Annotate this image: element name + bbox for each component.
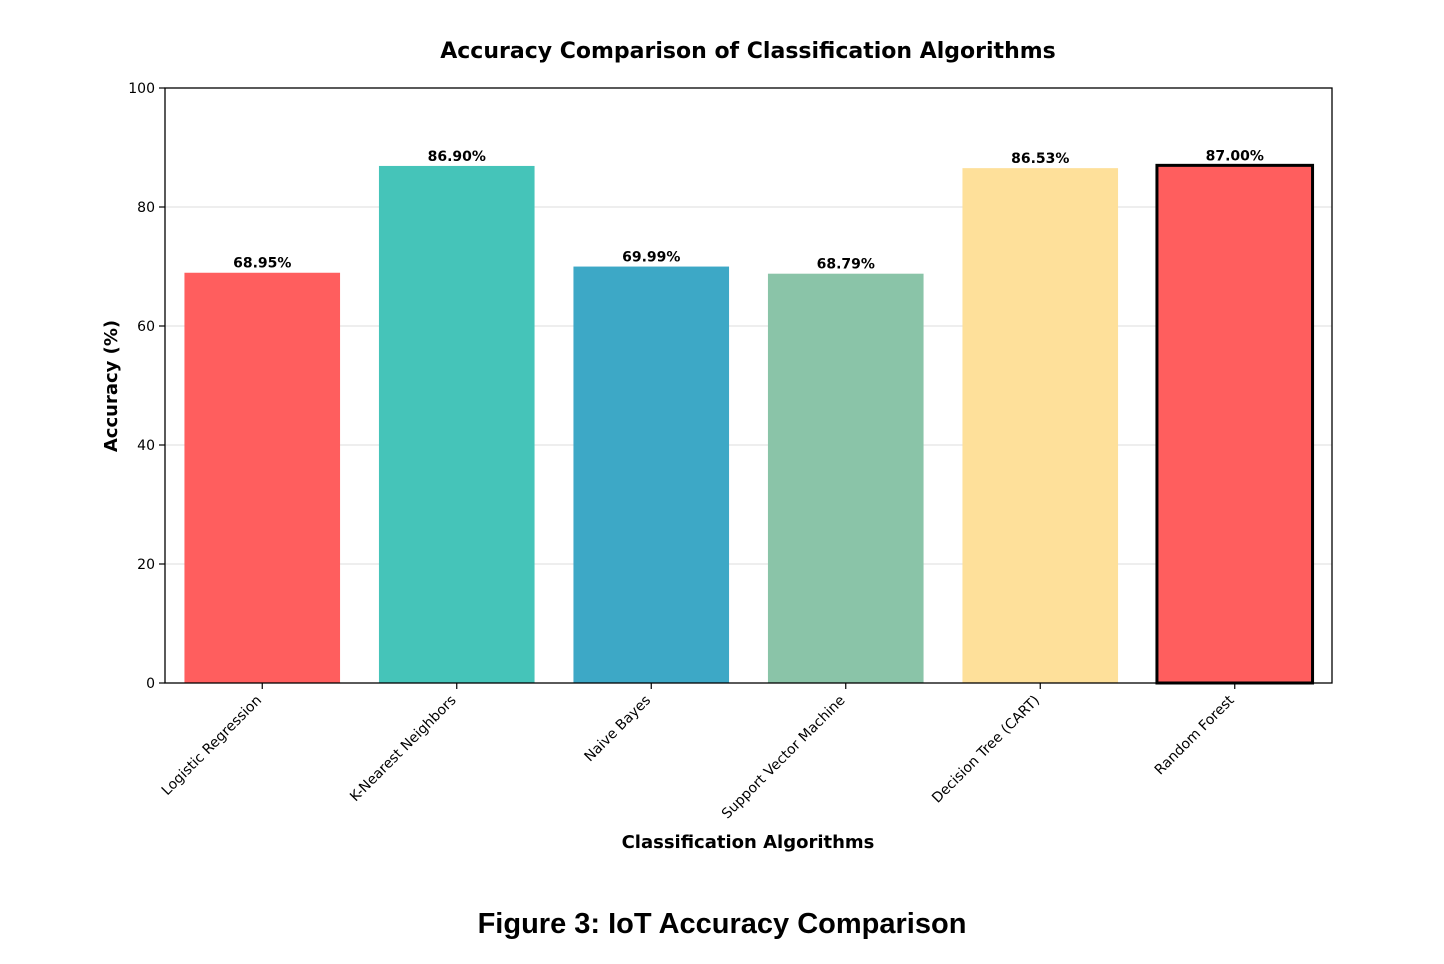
y-tick-label: 60: [137, 319, 155, 335]
chart-title: Accuracy Comparison of Classification Al…: [440, 39, 1056, 64]
data-label: 86.53%: [1011, 151, 1069, 167]
data-label: 87.00%: [1206, 148, 1264, 164]
x-tick-label: K-Nearest Neighbors: [347, 693, 459, 805]
accuracy-bar-chart: Accuracy Comparison of Classification Al…: [101, 39, 1333, 853]
bar-logistic-regression: [184, 272, 341, 683]
x-axis: Logistic Regression K-Nearest Neighbors Na…: [159, 683, 1238, 822]
y-tick-label: 80: [137, 200, 155, 216]
x-tick-label: Support Vector Machine: [719, 693, 849, 823]
y-tick-label: 100: [128, 81, 155, 97]
x-tick-label: Decision Tree (CART): [929, 693, 1043, 807]
figure-caption: Figure 3: IoT Accuracy Comparison: [477, 908, 967, 940]
data-label: 68.95%: [233, 256, 291, 272]
y-tick-label: 0: [146, 676, 155, 692]
data-labels: 68.95% 86.90% 69.99% 68.79% 86.53% 87.00%: [233, 148, 1264, 272]
data-label: 69.99%: [622, 250, 680, 266]
y-tick-label: 40: [137, 438, 155, 454]
plot-area-frame: [164, 87, 1333, 684]
bar-decision-tree-cart: [962, 168, 1119, 684]
bar-support-vector-machine: [767, 273, 924, 683]
grid-lines: [165, 206, 1332, 565]
y-axis: 0 20 40 60 80 100: [128, 81, 165, 692]
x-axis-title: Classification Algorithms: [622, 832, 875, 853]
x-tick-label: Random Forest: [1152, 692, 1238, 778]
bar-k-nearest-neighbors: [378, 165, 535, 683]
bar-naive-bayes: [573, 266, 730, 683]
x-tick-label: Logistic Regression: [159, 693, 265, 799]
bar-random-forest: [1155, 163, 1315, 685]
data-label: 68.79%: [817, 257, 875, 273]
y-axis-title: Accuracy (%): [101, 320, 122, 452]
data-label: 86.90%: [428, 149, 486, 165]
y-tick-label: 20: [137, 557, 155, 573]
x-tick-label: Naive Bayes: [581, 693, 654, 766]
bars: [184, 163, 1315, 685]
